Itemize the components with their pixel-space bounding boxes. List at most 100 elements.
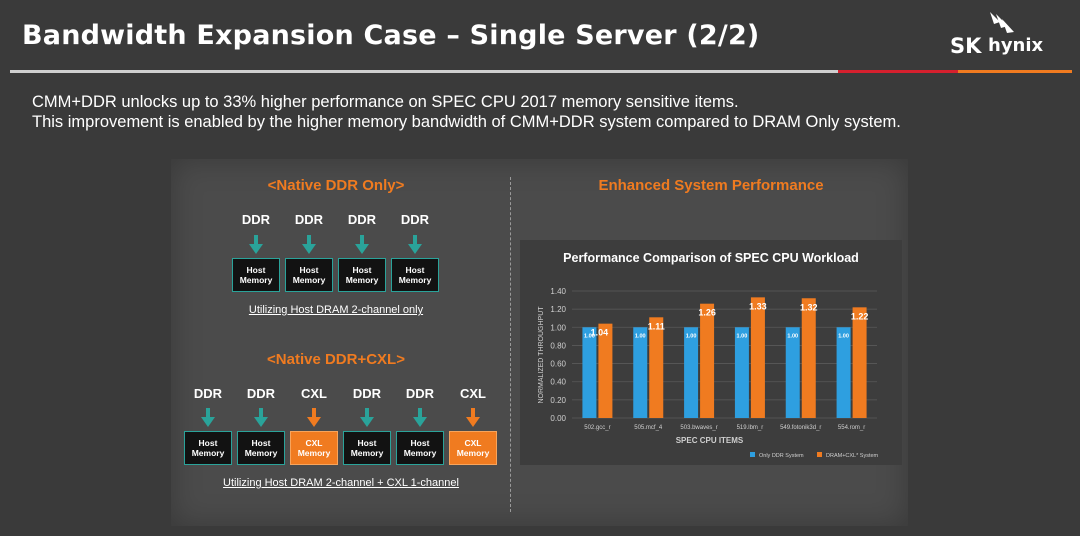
host-memory-box: Host Memory (232, 258, 280, 292)
box-line-2: Memory (244, 448, 278, 458)
bar-value-label: 1.00 (838, 333, 849, 339)
y-tick-label: 1.40 (550, 287, 566, 296)
box-line-2: Memory (398, 275, 432, 285)
bar-dram-cxl (801, 298, 816, 418)
intro-line-1: CMM+DDR unlocks up to 33% higher perform… (32, 93, 739, 111)
down-arrow-icon (408, 235, 422, 254)
cxl-label-5: DDR (405, 386, 435, 401)
bar-only-ddr (836, 327, 851, 418)
header-rule-red (838, 70, 958, 73)
chart-title: Performance Comparison of SPEC CPU Workl… (563, 251, 859, 265)
cxl-memory-box: CXL Memory (449, 431, 497, 465)
y-tick-label: 0.60 (550, 360, 566, 369)
cxl-label-4: DDR (352, 386, 382, 401)
bar-dram-cxl (598, 323, 613, 418)
down-arrow-icon (302, 235, 316, 254)
box-line-1: CXL (464, 438, 482, 448)
sk-hynix-logo: SK hynix (950, 10, 1044, 60)
cxl-label-3: CXL (301, 386, 327, 401)
y-tick-label: 1.00 (550, 323, 566, 332)
box-line-1: Host (251, 438, 271, 448)
host-memory-box: Host Memory (343, 431, 391, 465)
enhanced-performance-title: Enhanced System Performance (598, 177, 824, 194)
header-rule-gray (10, 70, 838, 73)
down-arrow-icon (249, 235, 263, 254)
box-line-2: Memory (191, 448, 225, 458)
bar-value-label: 1.11 (648, 321, 665, 331)
bar-dram-cxl (649, 317, 664, 418)
box-line-1: Host (352, 265, 372, 275)
box-line-2: Memory (403, 448, 437, 458)
bar-value-label: 1.33 (749, 301, 767, 311)
down-arrow-icon (307, 408, 321, 427)
host-memory-box: Host Memory (237, 431, 285, 465)
content-panel: <Native DDR Only> DDR DDR DDR DDR Host Me… (171, 159, 908, 526)
intro-text: CMM+DDR unlocks up to 33% higher perform… (32, 92, 901, 132)
bar-dram-cxl (750, 297, 765, 418)
cxl-label-1: DDR (193, 386, 223, 401)
butterfly-logo-icon (990, 12, 1014, 33)
cxl-label-6: CXL (460, 386, 486, 401)
legend-label-only-ddr: Only DDR System (759, 453, 804, 459)
y-tick-label: 0.20 (550, 396, 566, 405)
logo-hynix-text: hynix (988, 35, 1044, 56)
x-tick-label: 549.fotonik3d_r (780, 425, 821, 431)
down-arrow-icon (360, 408, 374, 427)
host-memory-box: Host Memory (396, 431, 444, 465)
host-memory-box: Host Memory (285, 258, 333, 292)
native-label-2: DDR (294, 212, 324, 227)
native-caption: Utilizing Host DRAM 2-channel only (248, 304, 424, 316)
cxl-label-2: DDR (246, 386, 276, 401)
bar-only-ddr (684, 327, 699, 418)
y-tick-label: 1.20 (550, 305, 566, 314)
legend-swatch-only-ddr (750, 452, 755, 457)
bar-only-ddr (633, 327, 648, 418)
x-tick-label: 502.gcc_r (584, 425, 610, 431)
bar-only-ddr (734, 327, 749, 418)
y-tick-label: 0.40 (550, 378, 566, 387)
header-rule-orange (958, 70, 1072, 73)
box-line-1: Host (299, 265, 319, 275)
down-arrow-icon (254, 408, 268, 427)
x-tick-label: 503.bwaves_r (680, 425, 717, 431)
bar-value-label: 1.04 (591, 328, 609, 338)
panel-divider (510, 177, 511, 512)
x-tick-label: 505.mcf_4 (634, 425, 663, 431)
box-line-2: Memory (239, 275, 273, 285)
down-arrow-icon (413, 408, 427, 427)
native-ddr-title: <Native DDR Only> (267, 177, 405, 194)
bar-value-label: 1.00 (686, 333, 697, 339)
y-tick-label: 0.80 (550, 341, 566, 350)
chart-container: Performance Comparison of SPEC CPU Workl… (520, 240, 902, 465)
host-memory-box: Host Memory (184, 431, 232, 465)
bar-value-label: 1.22 (851, 311, 869, 321)
legend-swatch-dram-cxl (817, 452, 822, 457)
bar-only-ddr (582, 327, 597, 418)
down-arrow-icon (355, 235, 369, 254)
native-cxl-title: <Native DDR+CXL> (267, 351, 405, 368)
performance-chart: Performance Comparison of SPEC CPU Workl… (538, 251, 879, 459)
intro-line-2: This improvement is enabled by the highe… (32, 113, 901, 131)
y-axis-label: NORMALIZED THROUGHPUT (538, 306, 545, 404)
bar-dram-cxl (700, 303, 715, 418)
box-line-1: Host (357, 438, 377, 448)
down-arrow-icon (466, 408, 480, 427)
down-arrow-icon (201, 408, 215, 427)
x-axis-label: SPEC CPU ITEMS (676, 436, 744, 445)
bar-value-label: 1.00 (737, 333, 748, 339)
page-title: Bandwidth Expansion Case – Single Server… (22, 20, 760, 51)
box-line-2: Memory (297, 448, 331, 458)
legend-label-dram-cxl: DRAM+CXL* System (826, 453, 879, 459)
bar-value-label: 1.26 (698, 308, 716, 318)
bar-only-ddr (785, 327, 800, 418)
native-label-3: DDR (347, 212, 377, 227)
box-line-2: Memory (292, 275, 326, 285)
cxl-memory-box: CXL Memory (290, 431, 338, 465)
box-line-1: Host (410, 438, 430, 448)
box-line-1: CXL (305, 438, 323, 448)
bar-value-label: 1.00 (787, 333, 798, 339)
box-line-1: Host (198, 438, 218, 448)
logo-sk-text: SK (950, 34, 982, 58)
bar-value-label: 1.32 (800, 302, 818, 312)
x-tick-label: 519.lbm_r (737, 425, 764, 431)
